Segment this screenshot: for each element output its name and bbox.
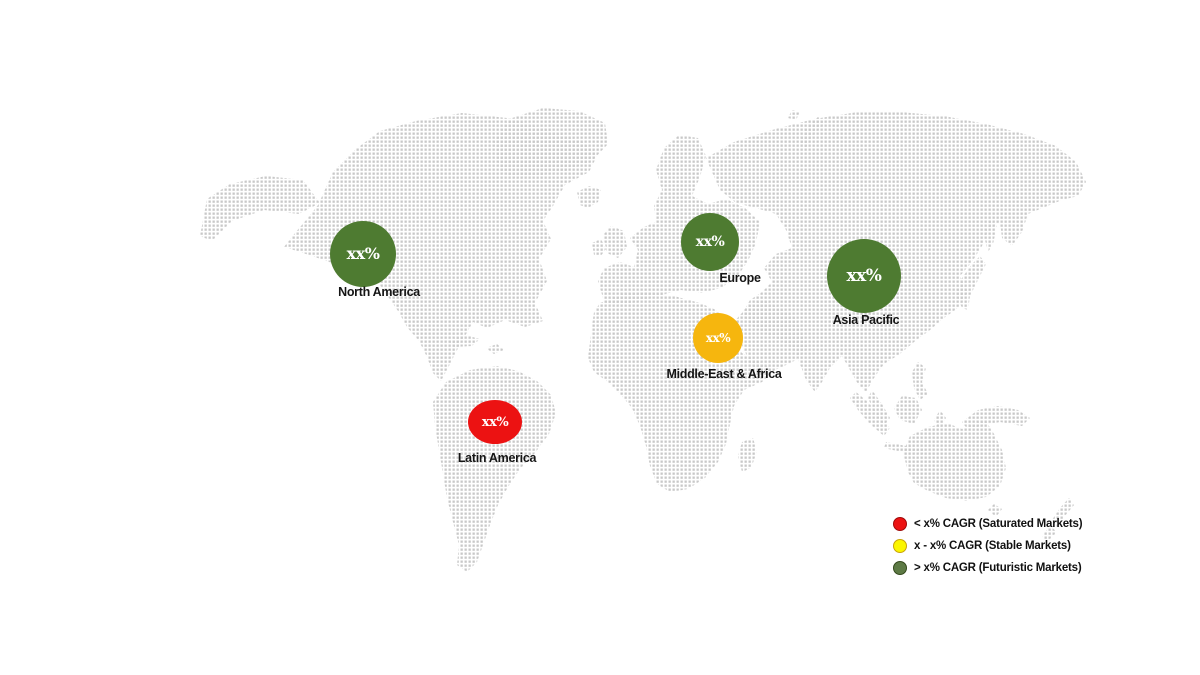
landmass-sakhalin [984,220,997,252]
region-bubble-latin-america: xx% [468,400,522,444]
region-value: xx% [346,244,380,263]
landmass-madagascar [738,438,757,472]
legend-row: > x% CAGR (Futuristic Markets) [893,561,1082,575]
landmass-ireland [592,239,606,257]
landmass-tasmania [988,504,1002,517]
landmass-south-america [433,366,556,572]
legend-label: < x% CAGR (Saturated Markets) [914,518,1083,530]
landmass-alaska [200,176,320,241]
landmass-asia [706,112,1086,392]
region-bubble-middle-east-africa: xx% [693,313,743,363]
legend-label: > x% CAGR (Futuristic Markets) [914,562,1082,574]
legend-label: x - x% CAGR (Stable Markets) [914,540,1071,552]
landmass-uk [603,226,627,258]
region-value: xx% [695,234,725,250]
landmass-sumatra [850,392,890,436]
legend-swatch-icon [893,539,907,553]
region-value: xx% [705,331,731,345]
legend-row: x - x% CAGR (Stable Markets) [893,539,1082,553]
landmass-japan [956,256,986,310]
landmass-australia [903,421,1006,501]
landmass-north-america [284,113,598,381]
legend-swatch-icon [893,517,907,531]
landmass-malay-peninsula [868,390,890,426]
legend-swatch-icon [893,561,907,575]
landmass-svalbard [788,110,800,120]
legend-row: < x% CAGR (Saturated Markets) [893,517,1083,531]
region-bubble-asia-pacific: xx% [827,239,901,313]
region-label: Asia Pacific [832,313,900,327]
landmass-sulawesi [934,410,946,430]
region-bubble-north-america: xx% [330,221,396,287]
region-bubble-europe: xx% [681,213,739,271]
region-label: North America [338,285,420,299]
legend: < x% CAGR (Saturated Markets) x - x% CAGR… [893,517,1083,583]
region-value: xx% [481,414,509,430]
landmass-borneo [894,396,922,424]
region-label: Europe [719,271,761,285]
landmass-iceland [577,186,601,208]
region-label: Middle-East & Africa [666,367,782,381]
landmass-cuba [448,335,480,347]
landmass-greenland [494,108,608,178]
region-value: xx% [846,265,882,286]
landmass-philippines [912,362,928,400]
landmass-novaya-zemlya [800,117,825,148]
landmass-new-zealand-north [1052,498,1074,527]
landmass-new-zealand-south [1042,526,1057,542]
landmass-hispaniola [486,344,504,354]
region-label: Latin America [457,451,537,465]
